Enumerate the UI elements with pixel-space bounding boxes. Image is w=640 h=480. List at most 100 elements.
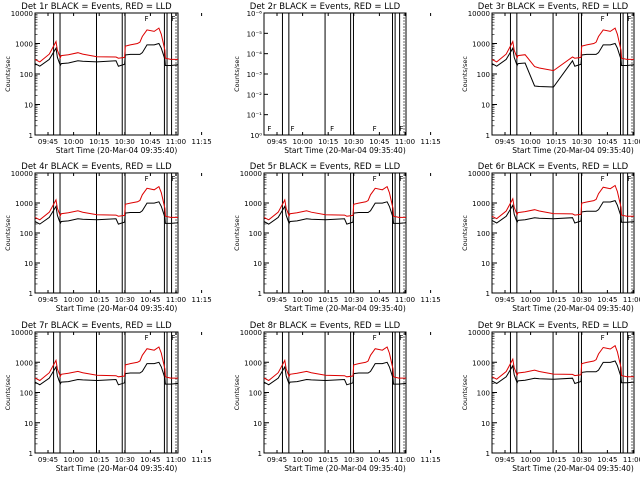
x-tick-label: 10:15 (89, 296, 109, 304)
x-tick-label: 10:15 (318, 456, 338, 464)
panel-title: Det 9r BLACK = Events, RED = LLD (478, 321, 629, 331)
y-tick-label: 10000 (11, 329, 33, 337)
x-tick-label: 11:15 (421, 456, 441, 464)
y-tick-label: 1000 (15, 41, 33, 49)
panel-title: Det 2r BLACK = Events, RED = LLD (250, 2, 401, 12)
y-tick-label: 10 (253, 420, 262, 428)
y-tick-label: 10 (24, 420, 33, 428)
y-axis-label: Counts/sec (233, 56, 241, 92)
y-tick-label: 1 (29, 290, 33, 298)
x-tick-label: 10:30 (344, 296, 364, 304)
flag-label: F (627, 15, 631, 23)
x-tick-label: 10:30 (115, 138, 135, 146)
x-tick-label: 10:30 (572, 456, 592, 464)
y-axis-label: Counts/sec (4, 374, 12, 410)
flag-label: F (267, 125, 271, 133)
panel-title: Det 7r BLACK = Events, RED = LLD (21, 321, 172, 331)
x-tick-label: 11:15 (421, 138, 441, 146)
y-tick-label: 10000 (468, 329, 490, 337)
flag-label: F (627, 334, 631, 342)
x-tick-label: 11:00 (623, 296, 640, 304)
series-events-line (34, 361, 179, 386)
y-tick-label: 10000 (240, 170, 262, 178)
flag-label: F (144, 175, 148, 183)
panel-title: Det 6r BLACK = Events, RED = LLD (478, 162, 629, 172)
x-tick-label: 10:45 (369, 456, 389, 464)
panel-det-8: Det 8r BLACK = Events, RED = LLD Counts/s… (233, 321, 441, 473)
y-tick-label: 10⁻¹ (247, 112, 263, 120)
y-tick-label: 1 (29, 132, 33, 140)
x-tick-label: 11:00 (395, 456, 415, 464)
x-axis-label: Start Time (20-Mar-04 09:35:40) (512, 146, 634, 155)
y-tick-label: 10 (253, 260, 262, 268)
flag-label: F (399, 175, 403, 183)
flag-label: F (144, 334, 148, 342)
y-tick-label: 1000 (244, 200, 262, 208)
y-tick-label: 100 (249, 390, 262, 398)
x-tick-label: 10:15 (89, 138, 109, 146)
flag-label: F (627, 175, 631, 183)
y-tick-label: 100 (249, 230, 262, 238)
panel-title: Det 8r BLACK = Events, RED = LLD (250, 321, 401, 331)
flag-label: F (144, 15, 148, 23)
series-lld-line (491, 184, 634, 220)
x-tick-label: 10:00 (521, 138, 541, 146)
x-tick-label: 11:00 (166, 456, 186, 464)
x-tick-label: 10:30 (115, 296, 135, 304)
y-tick-label: 1000 (472, 41, 490, 49)
x-tick-label: 10:15 (546, 296, 566, 304)
x-tick-label: 10:30 (572, 138, 592, 146)
x-tick-label: 11:00 (166, 296, 186, 304)
flag-label: F (171, 334, 175, 342)
flag-label: F (291, 125, 295, 133)
x-axis-label: Start Time (20-Mar-04 09:35:40) (284, 304, 406, 313)
y-tick-label: 1 (29, 450, 33, 458)
series-lld-line (34, 185, 178, 221)
y-tick-label: 1000 (472, 359, 490, 367)
flag-label: F (330, 125, 334, 133)
y-tick-label: 10 (481, 420, 490, 428)
y-tick-label: 1 (486, 450, 490, 458)
y-tick-label: 10⁻⁵ (247, 30, 263, 38)
y-tick-label: 10⁻³ (247, 71, 263, 79)
series-events-line (263, 361, 407, 386)
y-tick-label: 10000 (240, 329, 262, 337)
x-tick-label: 09:45 (495, 456, 515, 464)
panel-det-2: Det 2r BLACK = Events, RED = LLD Counts/s… (233, 2, 441, 155)
x-tick-label: 09:45 (495, 138, 515, 146)
y-tick-label: 10 (24, 102, 33, 110)
series-events-line (34, 201, 179, 225)
x-tick-label: 10:15 (546, 138, 566, 146)
x-tick-label: 10:00 (521, 296, 541, 304)
x-tick-label: 10:00 (521, 456, 541, 464)
panel-title: Det 5r BLACK = Events, RED = LLD (250, 162, 401, 172)
x-tick-label: 10:30 (572, 296, 592, 304)
y-axis-label: Counts/sec (461, 215, 469, 251)
plot-frame (263, 331, 407, 454)
y-axis-label: Counts/sec (4, 56, 12, 92)
panel-det-3: Det 3r BLACK = Events, RED = LLD Counts/s… (461, 2, 640, 155)
y-tick-label: 1 (486, 290, 490, 298)
x-tick-label: 10:30 (115, 456, 135, 464)
x-tick-label: 10:30 (344, 138, 364, 146)
plot-frame (263, 172, 407, 294)
x-tick-label: 10:00 (64, 138, 84, 146)
x-tick-label: 11:00 (166, 138, 186, 146)
y-tick-label: 10⁰ (250, 132, 262, 140)
x-tick-label: 10:45 (369, 138, 389, 146)
plot-frame (491, 331, 635, 454)
y-tick-label: 1000 (244, 359, 262, 367)
series-lld-line (34, 27, 178, 63)
x-tick-label: 11:00 (395, 296, 415, 304)
series-lld-line (491, 344, 634, 380)
panel-det-9: Det 9r BLACK = Events, RED = LLD Counts/s… (461, 321, 640, 473)
x-tick-label: 10:45 (597, 296, 617, 304)
y-tick-label: 1 (258, 450, 262, 458)
x-tick-label: 10:15 (89, 456, 109, 464)
x-tick-label: 10:45 (140, 138, 160, 146)
y-tick-label: 10 (481, 102, 490, 110)
x-axis-label: Start Time (20-Mar-04 09:35:40) (56, 304, 178, 313)
x-axis-label: Start Time (20-Mar-04 09:35:40) (56, 464, 178, 473)
plot-frame (491, 172, 635, 294)
flag-label: F (601, 175, 605, 183)
